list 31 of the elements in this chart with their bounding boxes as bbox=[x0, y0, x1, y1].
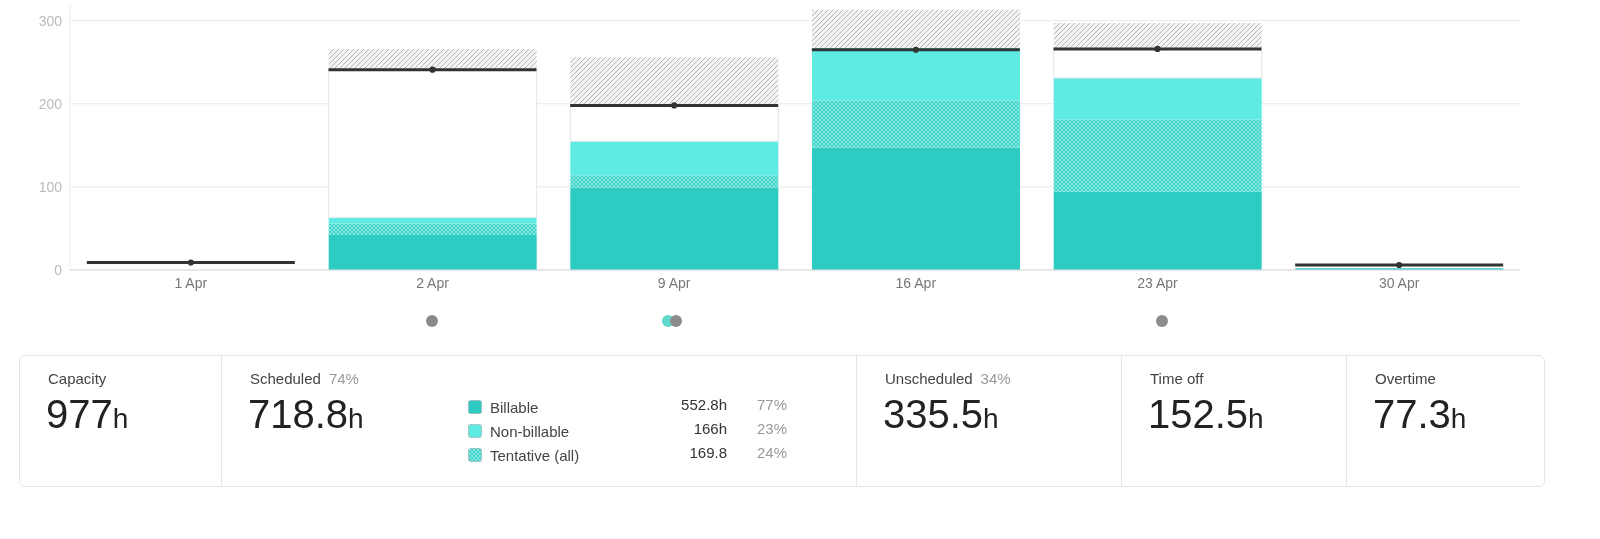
text: 552.8h bbox=[681, 396, 727, 413]
x-tick-label: 2 Apr bbox=[416, 274, 450, 291]
text: 166h bbox=[693, 420, 727, 437]
text: Scheduled bbox=[250, 370, 321, 387]
text: Capacity bbox=[48, 370, 107, 387]
text: Time off bbox=[1150, 370, 1204, 387]
text: 169.8 bbox=[689, 444, 727, 461]
x-tick-label: 1 Apr bbox=[174, 274, 208, 291]
text: 23% bbox=[756, 420, 787, 437]
x-tick-label: 9 Apr bbox=[657, 274, 691, 291]
text: 34% bbox=[980, 370, 1011, 387]
text: 77.3h bbox=[1373, 392, 1467, 436]
legend-label: Billable bbox=[490, 398, 539, 416]
y-tick-label: 100 bbox=[38, 178, 63, 195]
y-tick-label: 300 bbox=[38, 12, 63, 29]
text: 335.5h bbox=[883, 392, 999, 436]
x-tick-label: 23 Apr bbox=[1137, 274, 1179, 291]
text: 718.8h bbox=[248, 392, 364, 436]
text: Unscheduled bbox=[885, 370, 973, 387]
x-tick-label: 16 Apr bbox=[895, 274, 937, 291]
text: 74% bbox=[328, 370, 359, 387]
y-tick-label: 200 bbox=[38, 95, 63, 112]
legend-label: Tentative (all) bbox=[490, 446, 580, 464]
y-tick-label: 0 bbox=[54, 261, 63, 278]
text: Overtime bbox=[1375, 370, 1436, 387]
text: 152.5h bbox=[1148, 392, 1264, 436]
text: 977h bbox=[46, 392, 129, 436]
text: 77% bbox=[756, 396, 787, 413]
legend-label: Non-billable bbox=[490, 422, 570, 440]
text: 24% bbox=[756, 444, 787, 461]
x-tick-label: 30 Apr bbox=[1378, 274, 1420, 291]
